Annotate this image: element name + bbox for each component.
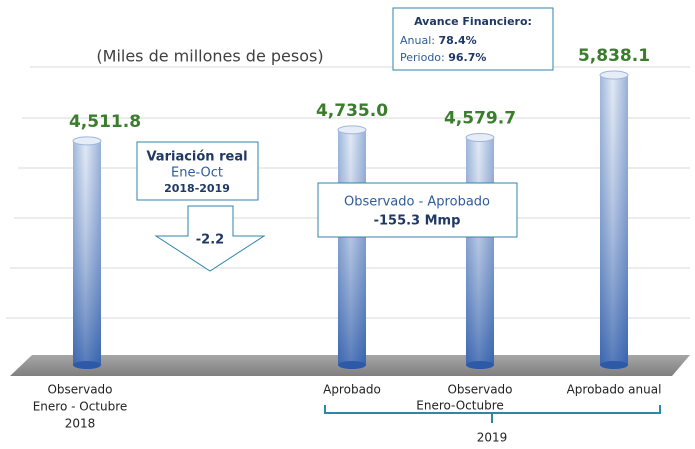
value: 96.7%	[448, 51, 486, 64]
bar-top	[337, 125, 367, 135]
avance-anual: Anual: 78.4%	[400, 34, 477, 47]
value-label: 4,579.7	[444, 109, 516, 129]
diferencia-box	[317, 182, 518, 238]
bar-bottom	[73, 361, 101, 369]
diferencia-title: Observado - Aprobado	[344, 195, 490, 210]
value-label: 4,735.0	[316, 101, 388, 121]
bar-bottom	[466, 361, 494, 369]
avance-box	[392, 7, 554, 71]
bar-depth	[466, 137, 494, 365]
avance-title: Avance Financiero:	[414, 15, 532, 28]
label: Periodo:	[400, 51, 445, 64]
x-tick-label: Aprobado	[323, 383, 381, 397]
x-tick-label: Observado	[447, 383, 512, 397]
unit-label: (Miles de millones de pesos)	[96, 47, 323, 66]
arrow	[154, 205, 266, 272]
variacion-title: Variación real	[146, 150, 247, 165]
x-tick-label: Aprobado anual	[567, 383, 662, 397]
group-year: 2019	[477, 431, 508, 445]
bar-depth	[600, 75, 628, 366]
variacion-box	[136, 141, 259, 201]
value-label: 4,511.8	[69, 112, 141, 132]
x-tick-label: 2018	[65, 417, 96, 431]
diferencia-value: -155.3 Mmp	[374, 214, 461, 229]
bar-bottom	[600, 361, 628, 369]
group-period: Enero-Octubre	[416, 399, 504, 413]
value-label: 5,838.1	[578, 46, 650, 66]
variacion-years: 2018-2019	[164, 182, 230, 195]
avance-periodo: Periodo: 96.7%	[400, 51, 486, 64]
variacion-value: -2.2	[196, 233, 224, 248]
bar-bottom	[338, 361, 366, 369]
value: 78.4%	[438, 34, 476, 47]
bar-top	[465, 133, 495, 143]
x-tick-label: Enero - Octubre	[33, 400, 128, 414]
label: Anual:	[400, 34, 435, 47]
group-bracket	[324, 405, 661, 423]
variacion-period: Ene-Oct	[171, 166, 223, 181]
x-tick-label: Observado	[47, 383, 112, 397]
bar-top	[599, 70, 629, 80]
bar-depth	[338, 129, 366, 365]
bars	[72, 70, 629, 369]
bar-top	[72, 136, 102, 146]
bar-depth	[73, 140, 101, 365]
